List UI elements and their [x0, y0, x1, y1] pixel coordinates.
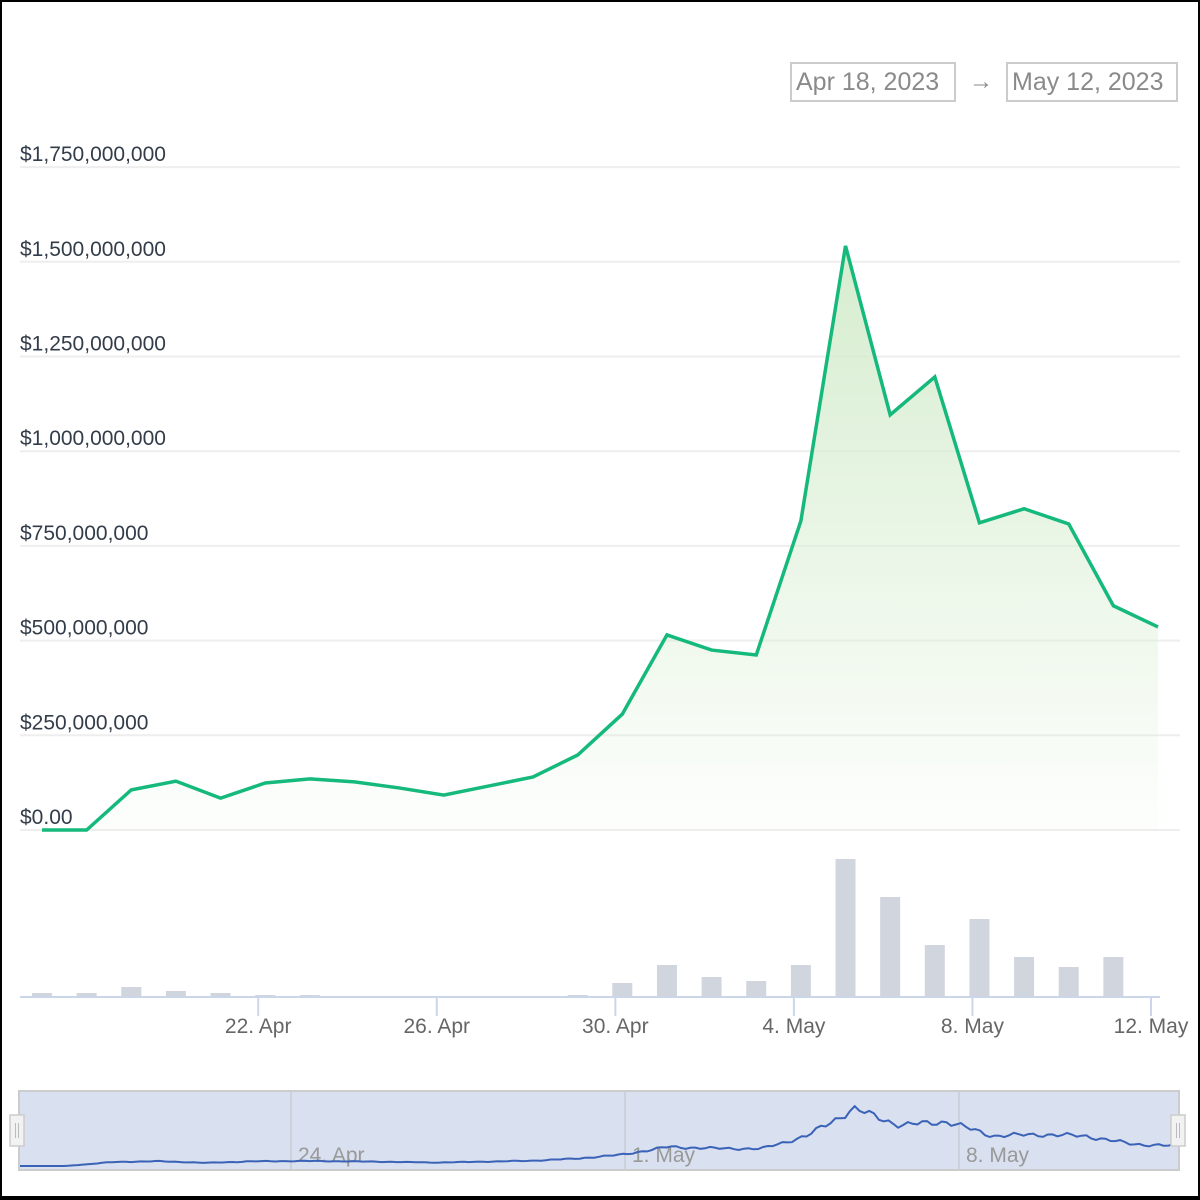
- area-fill: [42, 245, 1158, 831]
- range-from-value: Apr 18, 2023: [796, 67, 940, 96]
- y-tick-label: $500,000,000: [20, 617, 148, 640]
- y-axis-labels: $0.00 $250,000,000 $500,000,000 $750,000,00…: [20, 143, 166, 829]
- volume-bar[interactable]: [1103, 957, 1124, 997]
- navigator-tick-label: 8. May: [966, 1144, 1030, 1167]
- volume-bar[interactable]: [76, 993, 97, 997]
- volume-bar[interactable]: [32, 993, 52, 997]
- volume-bar[interactable]: [701, 977, 722, 997]
- arrow-right-icon: →: [969, 68, 993, 95]
- volume-bar[interactable]: [165, 991, 186, 997]
- volume-bar[interactable]: [1058, 967, 1079, 997]
- range-from-input[interactable]: Apr 18, 2023: [790, 62, 956, 102]
- navigator-handle-left[interactable]: [9, 1114, 25, 1147]
- market-cap-line[interactable]: [42, 245, 1159, 832]
- volume-bar[interactable]: [835, 859, 856, 997]
- navigator[interactable]: 24. Apr 1. May 8. May: [9, 1090, 1186, 1171]
- y-tick-label: $250,000,000: [20, 711, 148, 734]
- y-tick-label: $750,000,000: [20, 522, 148, 545]
- volume-bar[interactable]: [612, 983, 633, 997]
- y-tick-label: $0.00: [20, 806, 73, 829]
- x-tick-label: 30. Apr: [582, 1015, 649, 1038]
- navigator-tick-label: 24. Apr: [298, 1144, 365, 1167]
- navigator-tick-label: 1. May: [632, 1144, 696, 1167]
- range-to-input[interactable]: May 12, 2023: [1006, 62, 1178, 102]
- volume-bar[interactable]: [969, 919, 990, 997]
- y-tick-label: $1,250,000,000: [20, 333, 166, 356]
- volume-bar[interactable]: [924, 945, 945, 997]
- volume-bar[interactable]: [1014, 957, 1035, 997]
- x-tick-label: 26. Apr: [403, 1015, 470, 1038]
- volume-bar[interactable]: [880, 897, 901, 997]
- y-tick-label: $1,000,000,000: [20, 427, 166, 450]
- date-range-selector: Apr 18, 2023 → May 12, 2023: [790, 60, 1178, 104]
- x-tick-label: 4. May: [762, 1015, 826, 1038]
- volume-bars[interactable]: [32, 859, 1124, 997]
- volume-bar[interactable]: [210, 993, 231, 997]
- volume-bar[interactable]: [790, 965, 811, 997]
- navigator-handle-right[interactable]: [1170, 1114, 1186, 1147]
- volume-bar[interactable]: [656, 965, 677, 997]
- volume-bar[interactable]: [121, 987, 142, 997]
- frame-edge: [0, 1196, 1200, 1200]
- x-axis-ticks: 22. Apr 26. Apr 30. Apr 4. May 8. May 12. May: [225, 997, 1189, 1038]
- navigator-series-line: [20, 1104, 1179, 1167]
- x-tick-label: 8. May: [941, 1015, 1005, 1038]
- range-to-value: May 12, 2023: [1012, 67, 1164, 96]
- x-tick-label: 12. May: [1114, 1015, 1189, 1038]
- x-tick-label: 22. Apr: [225, 1015, 292, 1038]
- y-tick-label: $1,750,000,000: [20, 143, 166, 166]
- y-tick-label: $1,500,000,000: [20, 238, 166, 261]
- frame-edge: [1198, 0, 1200, 1200]
- volume-bar[interactable]: [746, 981, 767, 997]
